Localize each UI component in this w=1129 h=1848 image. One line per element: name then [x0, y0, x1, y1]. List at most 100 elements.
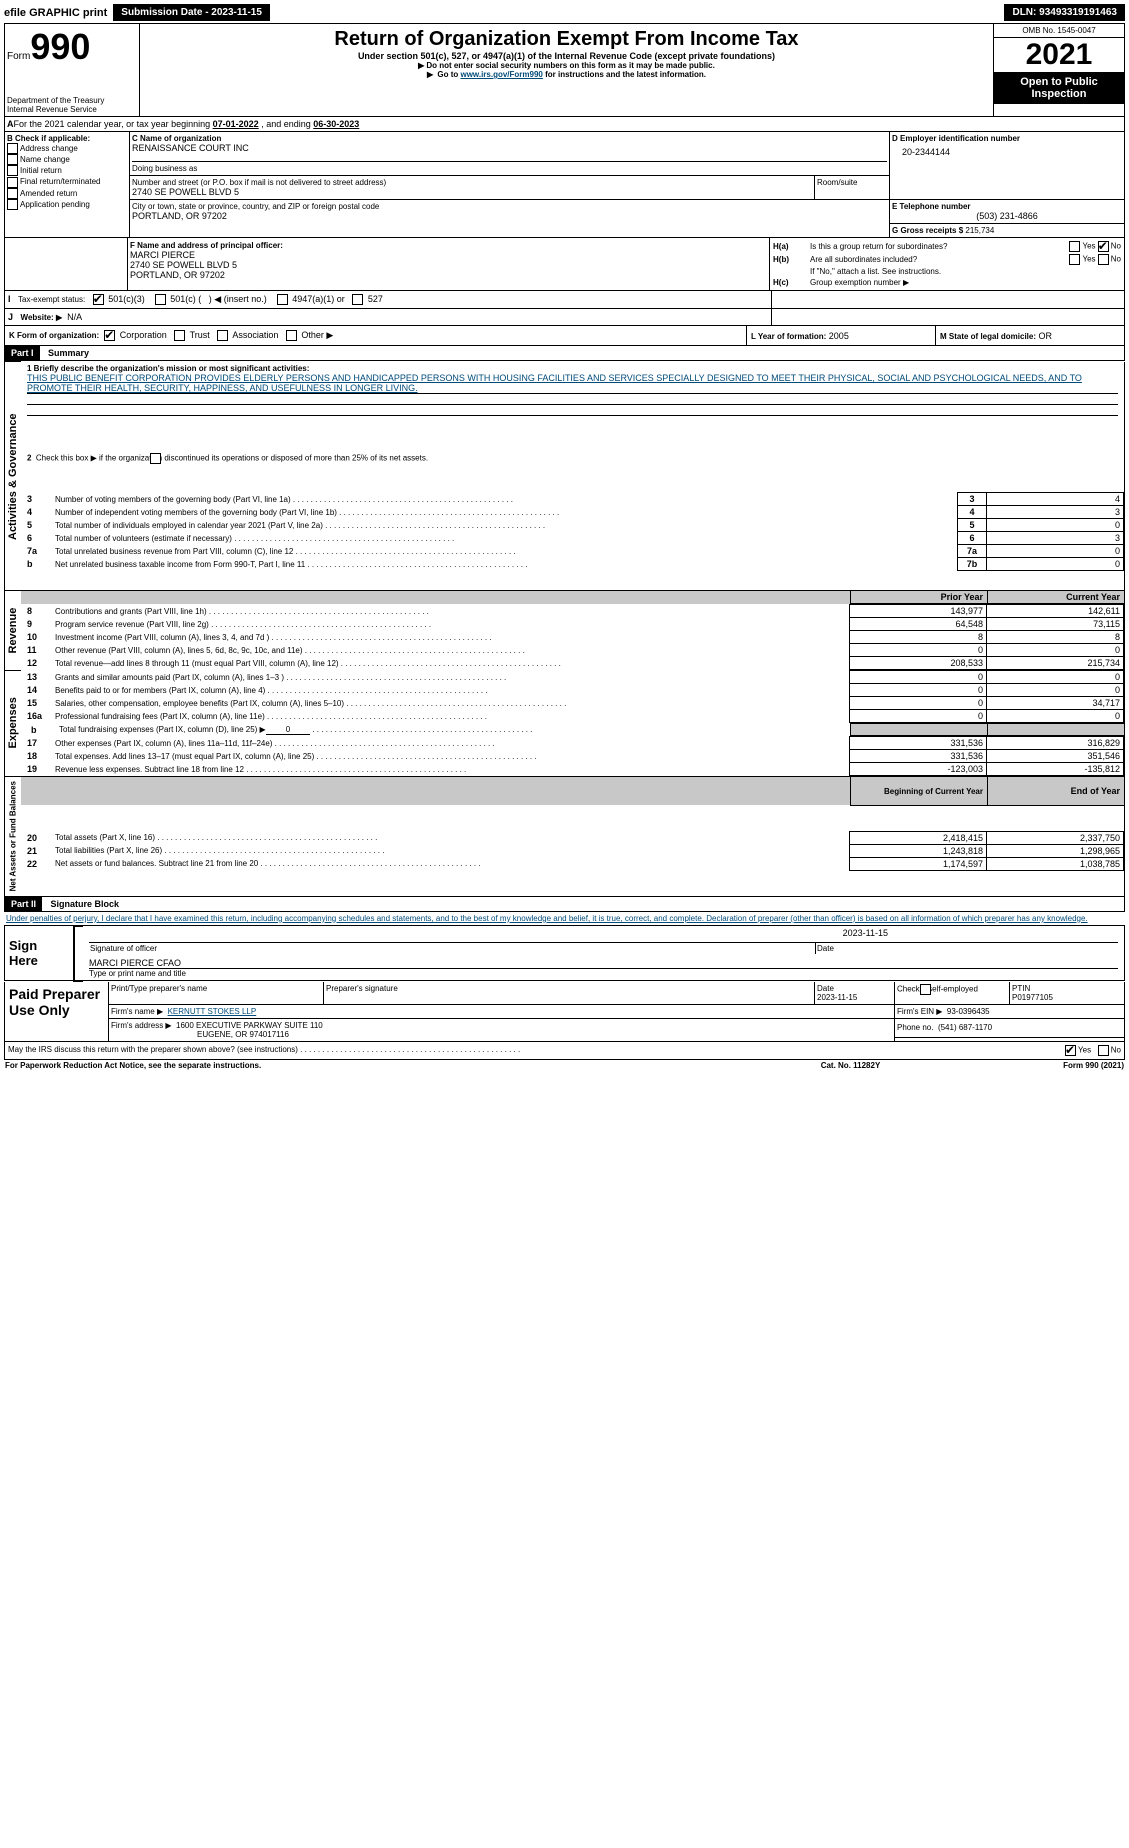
form-header: Form990 Department of the Treasury Inter… — [4, 23, 1125, 117]
form-footer: Form 990 (2021) — [941, 1060, 1125, 1071]
checkbox-name-change[interactable]: Name change — [7, 154, 127, 165]
table-row: 9 Program service revenue (Part VIII, li… — [21, 618, 1124, 631]
table-row: 12 Total revenue—add lines 8 through 11 … — [21, 657, 1124, 670]
city-label: City or town, state or province, country… — [132, 202, 887, 211]
entity-block: B Check if applicable: Address change Na… — [4, 132, 1125, 238]
pt-sig-label: Preparer's signature — [324, 982, 815, 1005]
form-number: Form990 — [7, 26, 137, 68]
mission-text[interactable]: THIS PUBLIC BENEFIT CORPORATION PROVIDES… — [27, 373, 1118, 393]
open-to-public: Open to Public Inspection — [994, 72, 1124, 104]
table-row: 22 Net assets or fund balances. Subtract… — [21, 857, 1124, 870]
sig-date-label: Date — [816, 943, 1119, 955]
paperwork-notice: For Paperwork Reduction Act Notice, see … — [4, 1060, 760, 1071]
sign-here-label: Sign Here — [5, 926, 75, 981]
dln-label: DLN: 93493319191463 — [1004, 4, 1125, 21]
table-row: 15 Salaries, other compensation, employe… — [21, 697, 1124, 710]
submission-date-button[interactable]: Submission Date - 2023-11-15 — [113, 4, 270, 21]
hb-yes[interactable] — [1069, 254, 1080, 265]
table-row: 10 Investment income (Part VIII, column … — [21, 631, 1124, 644]
dba-label: Doing business as — [132, 161, 887, 173]
officer-name: MARCI PIERCE — [130, 250, 195, 260]
jurat: Under penalties of perjury, I declare th… — [4, 912, 1125, 925]
checkbox-application-pending[interactable]: Application pending — [7, 199, 127, 210]
form-title: Return of Organization Exempt From Incom… — [144, 28, 989, 51]
part1-body: Activities & Governance 1 Briefly descri… — [4, 361, 1125, 896]
ha-question: Is this a group return for subordinates? — [809, 240, 1030, 253]
firm-ein: 93-0396435 — [947, 1007, 990, 1016]
tax-year: 2021 — [994, 38, 1124, 72]
chk-assoc[interactable] — [217, 330, 228, 341]
omb-label: OMB No. 1545-0047 — [994, 24, 1124, 38]
hb-note: If "No," attach a list. See instructions… — [809, 266, 1122, 277]
officer-addr2: PORTLAND, OR 97202 — [130, 270, 225, 280]
hc-label: Group exemption number ▶ — [809, 277, 1122, 288]
irs-link[interactable]: www.irs.gov/Form990 — [460, 70, 542, 79]
ssn-warning: Do not enter social security numbers on … — [144, 61, 989, 70]
table-row: 11 Other revenue (Part VIII, column (A),… — [21, 644, 1124, 657]
box-d-label: D Employer identification number — [892, 134, 1122, 143]
table-row: 13 Grants and similar amounts paid (Part… — [21, 671, 1124, 684]
table-row: 8 Contributions and grants (Part VIII, l… — [21, 605, 1124, 618]
year-formation: 2005 — [829, 331, 849, 341]
fh-block: F Name and address of principal officer:… — [4, 238, 1125, 291]
chk-other[interactable] — [286, 330, 297, 341]
checkbox-initial-return[interactable]: Initial return — [7, 165, 127, 176]
table-row: 3 Number of voting members of the govern… — [21, 493, 1124, 506]
firm-phone: (541) 687-1170 — [938, 1023, 992, 1032]
period-line: AFor the 2021 calendar year, or tax year… — [4, 117, 1125, 132]
chk-501c3[interactable] — [93, 294, 104, 305]
firm-name[interactable]: KERNUTT STOKES LLP — [168, 1007, 257, 1016]
goto-link-line: Go to www.irs.gov/Form990 for instructio… — [144, 70, 989, 79]
table-row: 16a Professional fundraising fees (Part … — [21, 710, 1124, 723]
paid-preparer-block: Paid Preparer Use Only Print/Type prepar… — [4, 982, 1125, 1042]
cat-no: Cat. No. 11282Y — [760, 1060, 940, 1071]
box-e-label: E Telephone number — [892, 202, 1122, 211]
chk-corp[interactable] — [104, 330, 115, 341]
top-bar: efile GRAPHIC print Submission Date - 20… — [4, 4, 1125, 21]
firm-addr2: EUGENE, OR 974017116 — [111, 1030, 289, 1039]
box-g-label: G Gross receipts $ — [892, 226, 963, 235]
chk-discontinued[interactable] — [150, 453, 161, 464]
org-name: RENAISSANCE COURT INC — [132, 143, 887, 153]
chk-trust[interactable] — [174, 330, 185, 341]
paid-preparer-label: Paid Preparer Use Only — [5, 982, 109, 1042]
street-value: 2740 SE POWELL BLVD 5 — [132, 187, 812, 197]
efile-label: efile GRAPHIC print — [4, 7, 107, 19]
discuss-yes[interactable] — [1065, 1045, 1076, 1056]
dept-label: Department of the Treasury — [7, 96, 137, 105]
hb-no[interactable] — [1098, 254, 1109, 265]
chk-501c[interactable] — [155, 294, 166, 305]
vtab-net: Net Assets or Fund Balances — [5, 777, 22, 896]
table-row: 7a Total unrelated business revenue from… — [21, 545, 1124, 558]
klm-block: K Form of organization: Corporation Trus… — [4, 326, 1125, 346]
form-subtitle: Under section 501(c), 527, or 4947(a)(1)… — [144, 51, 989, 61]
table-row: 17 Other expenses (Part IX, column (A), … — [21, 737, 1124, 750]
part2-header: Part II Signature Block — [4, 897, 1125, 912]
sign-here-block: Sign Here 2023-11-15 Signature of office… — [4, 925, 1125, 982]
vtab-governance: Activities & Governance — [5, 362, 22, 591]
chk-527[interactable] — [352, 294, 363, 305]
box-f-label: F Name and address of principal officer: — [130, 241, 283, 250]
chk-self-employed[interactable] — [920, 984, 931, 995]
table-row: b Net unrelated business taxable income … — [21, 558, 1124, 571]
ha-yes[interactable] — [1069, 241, 1080, 252]
checkbox-amended[interactable]: Amended return — [7, 188, 127, 199]
part1-header: Part I Summary — [4, 346, 1125, 361]
table-row: 18 Total expenses. Add lines 13–17 (must… — [21, 750, 1124, 763]
phone-value: (503) 231-4866 — [892, 211, 1122, 221]
discuss-line: May the IRS discuss this return with the… — [4, 1042, 1125, 1060]
chk-4947[interactable] — [277, 294, 288, 305]
discuss-no[interactable] — [1098, 1045, 1109, 1056]
room-label: Room/suite — [815, 176, 890, 199]
pt-date: 2023-11-15 — [817, 993, 857, 1002]
checkbox-address-change[interactable]: Address change — [7, 143, 127, 154]
vtab-expenses: Expenses — [5, 670, 22, 777]
checkbox-final-return[interactable]: Final return/terminated — [7, 176, 127, 187]
table-row: 6 Total number of volunteers (estimate i… — [21, 532, 1124, 545]
box-k-label: K Form of organization: — [9, 331, 99, 340]
ha-no[interactable] — [1098, 241, 1109, 252]
table-row: 14 Benefits paid to or for members (Part… — [21, 684, 1124, 697]
table-row: 19 Revenue less expenses. Subtract line … — [21, 763, 1124, 776]
box-i-label: I — [8, 294, 16, 304]
irs-label: Internal Revenue Service — [7, 105, 137, 114]
